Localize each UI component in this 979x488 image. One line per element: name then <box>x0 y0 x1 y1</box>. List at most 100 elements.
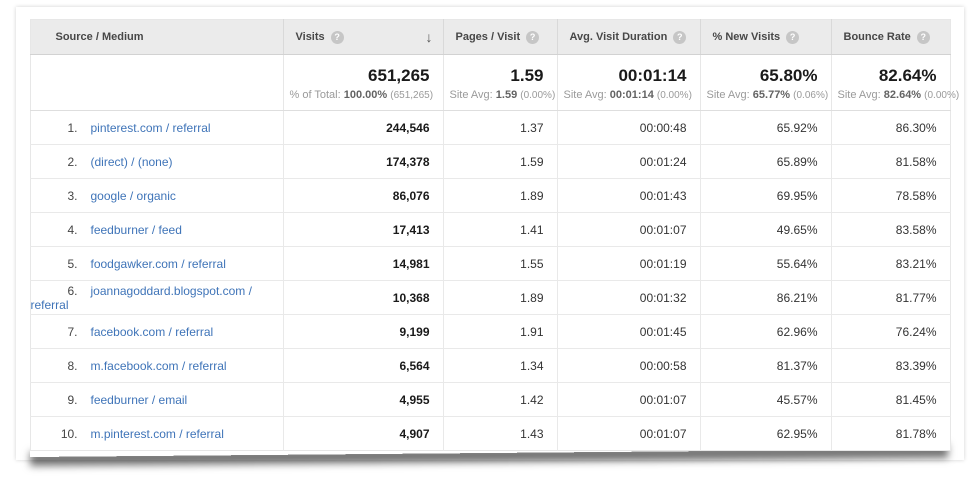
column-header-visits[interactable]: Visits ? ↓ <box>282 19 443 55</box>
source-medium-table: Source / Medium Visits ? ↓ Pages / Visit… <box>29 19 959 451</box>
column-header-pages-per-visit[interactable]: Pages / Visit ? <box>442 19 557 55</box>
table-row: 4. feedburner / feed 17,413 1.41 00:01:07… <box>30 212 950 247</box>
row-rank: 2. <box>67 154 78 169</box>
table-row: 2. (direct) / (none) 174,378 1.59 00:01:2… <box>30 144 950 179</box>
analytics-table-card: Source / Medium Visits ? ↓ Pages / Visit… <box>15 7 964 460</box>
visits-pct-of-total: % of Total: 100.00% (651,265) <box>289 88 434 101</box>
column-header-avg-visit-duration[interactable]: Avg. Visit Duration ? <box>556 19 700 55</box>
table-row: 10. m.pinterest.com / referral 4,907 1.43… <box>30 416 950 451</box>
source-medium-link[interactable]: m.pinterest.com / referral <box>90 426 224 441</box>
source-medium-link[interactable]: (direct) / (none) <box>90 154 173 169</box>
help-icon[interactable]: ? <box>330 30 344 44</box>
source-medium-link[interactable]: feedburner / feed <box>90 222 182 237</box>
source-cell: 8. m.facebook.com / referral <box>30 348 283 383</box>
avg-visit-duration-cell: 00:01:45 <box>556 314 700 349</box>
row-rank: 8. <box>67 358 78 373</box>
source-cell: 2. (direct) / (none) <box>30 144 283 179</box>
bounce-rate-cell: 81.78% <box>830 416 950 451</box>
table-row: 8. m.facebook.com / referral 6,564 1.34 0… <box>30 348 950 383</box>
visits-cell: 4,955 <box>282 382 443 417</box>
visits-cell: 17,413 <box>282 212 443 247</box>
avg-visit-duration-cell: 00:01:32 <box>556 280 700 315</box>
pages-per-visit-cell: 1.43 <box>442 416 557 451</box>
help-icon[interactable]: ? <box>673 30 687 44</box>
source-medium-link[interactable]: foodgawker.com / referral <box>90 256 226 271</box>
total-visits: 651,265 <box>368 65 430 85</box>
sort-descending-icon[interactable]: ↓ <box>425 29 433 45</box>
table-row: 6. joannagoddard.blogspot.com / referral … <box>30 280 950 315</box>
pct-new-visits-cell: 62.96% <box>699 314 831 349</box>
help-icon[interactable]: ? <box>526 30 540 44</box>
pages-per-visit-cell: 1.41 <box>442 212 557 247</box>
column-header-bounce-rate[interactable]: Bounce Rate ? <box>830 19 950 55</box>
column-header-pct-new-visits[interactable]: % New Visits ? <box>699 19 831 55</box>
avg-visit-duration-cell: 00:00:48 <box>556 110 700 145</box>
pages-per-visit-cell: 1.91 <box>442 314 557 349</box>
duration-site-avg: Site Avg: 00:01:14 (0.00%) <box>563 88 692 101</box>
pct-new-visits-cell: 69.95% <box>699 178 831 213</box>
row-rank: 10. <box>60 426 78 441</box>
avg-visit-duration-cell: 00:01:07 <box>556 382 700 417</box>
summary-row: 651,265 % of Total: 100.00% (651,265) 1.… <box>30 54 959 111</box>
summary-visits: 651,265 % of Total: 100.00% (651,265) <box>282 54 443 111</box>
row-rank: 5. <box>67 256 78 271</box>
column-label: Source / Medium <box>55 31 144 43</box>
source-cell: 4. feedburner / feed <box>30 212 283 247</box>
help-icon[interactable]: ? <box>786 30 800 44</box>
pct-new-visits-cell: 55.64% <box>699 246 831 281</box>
column-label: Bounce Rate <box>843 31 911 43</box>
help-icon[interactable]: ? <box>916 30 930 44</box>
table-header: Source / Medium Visits ? ↓ Pages / Visit… <box>30 19 950 55</box>
visits-cell: 244,546 <box>282 110 443 145</box>
row-rank: 6. <box>67 283 78 298</box>
bounce-rate-cell: 76.24% <box>830 314 950 349</box>
pages-per-visit-cell: 1.37 <box>442 110 557 145</box>
source-medium-link[interactable]: m.facebook.com / referral <box>90 358 227 373</box>
summary-bounce-rate: 82.64% Site Avg: 82.64% (0.00%) <box>830 54 959 111</box>
pct-new-visits-cell: 62.95% <box>699 416 831 451</box>
row-rank: 3. <box>67 188 78 203</box>
bounce-rate-cell: 83.39% <box>830 348 950 383</box>
pct-new-visits-cell: 65.89% <box>699 144 831 179</box>
source-medium-link[interactable]: feedburner / email <box>90 392 188 407</box>
pages-per-visit-cell: 1.55 <box>442 246 557 281</box>
visits-cell: 9,199 <box>282 314 443 349</box>
summary-avg-visit-duration: 00:01:14 Site Avg: 00:01:14 (0.00%) <box>556 54 700 111</box>
bounce-rate-cell: 78.58% <box>830 178 950 213</box>
avg-visit-duration-cell: 00:00:58 <box>556 348 700 383</box>
pages-per-visit-cell: 1.89 <box>442 178 557 213</box>
column-header-source-medium[interactable]: Source / Medium <box>30 19 283 55</box>
column-label: Visits <box>295 31 325 43</box>
pct-new-visits-cell: 49.65% <box>699 212 831 247</box>
source-medium-link[interactable]: facebook.com / referral <box>90 324 214 339</box>
source-cell: 6. joannagoddard.blogspot.com / referral <box>30 280 283 315</box>
source-medium-link[interactable]: pinterest.com / referral <box>90 120 211 135</box>
visits-cell: 6,564 <box>282 348 443 383</box>
pct-new-visits-cell: 86.21% <box>699 280 831 315</box>
source-medium-link[interactable]: joannagoddard.blogspot.com / referral <box>30 283 252 312</box>
pct-new-visits-cell: 45.57% <box>699 382 831 417</box>
row-rank: 1. <box>67 120 78 135</box>
avg-visit-duration-cell: 00:01:19 <box>556 246 700 281</box>
new-visits-site-avg: Site Avg: 65.77% (0.06%) <box>706 88 829 101</box>
table-row: 9. feedburner / email 4,955 1.42 00:01:07… <box>30 382 950 417</box>
bounce-rate-cell: 81.58% <box>830 144 950 179</box>
bounce-rate-cell: 81.45% <box>830 382 950 417</box>
pages-per-visit-cell: 1.89 <box>442 280 557 315</box>
visits-cell: 86,076 <box>282 178 443 213</box>
visits-cell: 174,378 <box>282 144 443 179</box>
avg-visit-duration-cell: 00:01:07 <box>556 416 700 451</box>
summary-empty-cell <box>30 54 283 111</box>
row-rank: 7. <box>67 324 78 339</box>
summary-pages-per-visit: 1.59 Site Avg: 1.59 (0.00%) <box>442 54 557 111</box>
pages-per-visit-cell: 1.42 <box>442 382 557 417</box>
table-body: 1. pinterest.com / referral 244,546 1.37 … <box>30 110 950 451</box>
pages-per-visit-cell: 1.34 <box>442 348 557 383</box>
source-medium-link[interactable]: google / organic <box>90 188 176 203</box>
bounce-rate-cell: 86.30% <box>830 110 950 145</box>
bounce-rate-cell: 83.21% <box>830 246 950 281</box>
source-cell: 7. facebook.com / referral <box>30 314 283 349</box>
table-row: 3. google / organic 86,076 1.89 00:01:43 … <box>30 178 950 213</box>
source-cell: 1. pinterest.com / referral <box>30 110 283 145</box>
bounce-rate-cell: 81.77% <box>830 280 950 315</box>
